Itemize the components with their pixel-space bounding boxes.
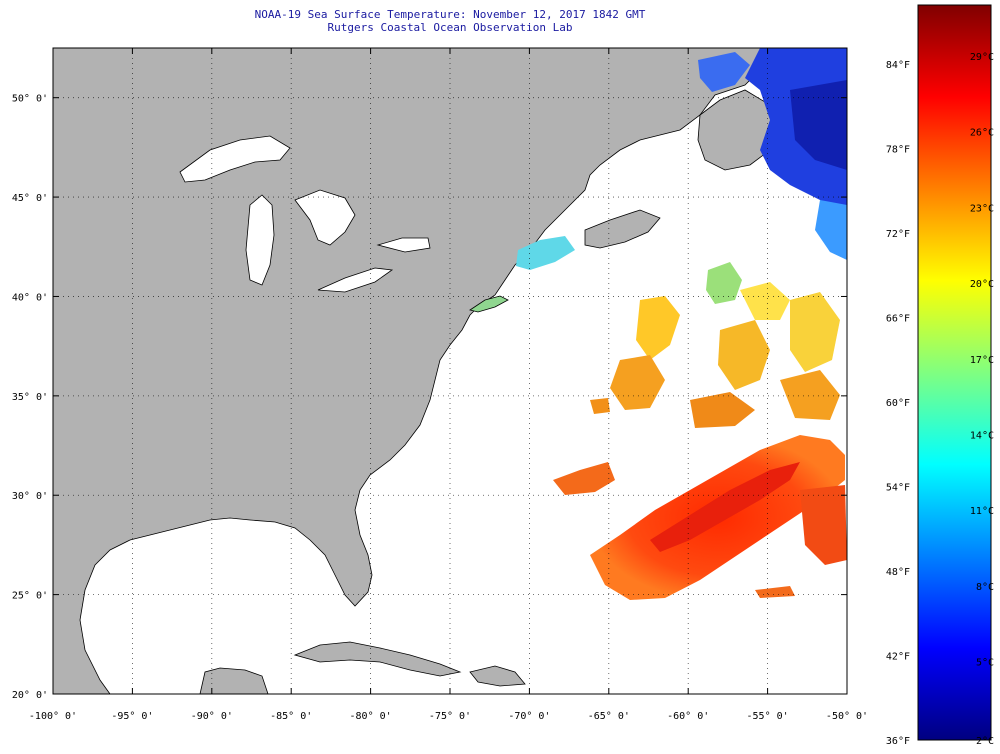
- colorbar-c-label: 5°C: [976, 658, 994, 669]
- sst-small-orange: [590, 398, 610, 414]
- lon-tick-label: -80° 0': [350, 711, 392, 722]
- sst-mid-patches-5: [780, 370, 840, 420]
- colorbar-c-label: 26°C: [970, 128, 994, 139]
- colorbar-f-label: 78°F: [886, 145, 910, 156]
- lake-erie: [317, 267, 394, 293]
- colorbar-c-label: 29°C: [970, 52, 994, 63]
- lon-tick-label: -50° 0': [826, 711, 868, 722]
- colorbar-c-label: 20°C: [970, 279, 994, 290]
- lat-tick-label: 50° 0': [12, 94, 48, 105]
- north-america-landmass: [52, 47, 769, 695]
- colorbar-fahrenheit-labels: 84°F 78°F 72°F 66°F 60°F 54°F 48°F 42°F 36°F: [886, 60, 910, 747]
- lon-tick-label: -60° 0': [667, 711, 709, 722]
- title-line-2: Rutgers Coastal Ocean Observation Lab: [327, 21, 573, 34]
- lake-superior: [179, 135, 291, 183]
- lake-ontario: [376, 237, 431, 253]
- colorbar-celsius-labels: 29°C 26°C 23°C 20°C 17°C 14°C 11°C 8°C 5°C 2°C: [970, 52, 994, 747]
- colorbar-f-label: 36°F: [886, 736, 910, 747]
- colorbar: 84°F 78°F 72°F 66°F 60°F 54°F 48°F 42°F 36°F 29°…: [886, 4, 994, 747]
- cuba: [293, 641, 462, 677]
- sst-west-orange: [553, 462, 615, 495]
- colorbar-c-label: 8°C: [976, 582, 994, 593]
- lon-tick-label: -70° 0': [508, 711, 550, 722]
- long-island: [469, 295, 509, 313]
- colorbar-f-label: 48°F: [886, 567, 910, 578]
- lat-tick-label: 30° 0': [12, 491, 48, 502]
- latitude-labels: 20° 0' 25° 0' 30° 0' 35° 0' 40° 0' 45° 0' 50° …: [12, 94, 48, 701]
- sst-east-small: [755, 586, 795, 598]
- colorbar-c-label: 17°C: [970, 355, 994, 366]
- longitude-labels: -100° 0' -95° 0' -90° 0' -85° 0' -80° 0' -75°…: [29, 711, 868, 722]
- map-title: NOAA-19 Sea Surface Temperature: Novembe…: [0, 8, 900, 34]
- nova-scotia: [584, 209, 661, 249]
- colorbar-c-label: 23°C: [970, 203, 994, 214]
- sst-gulf-stl: [698, 52, 750, 92]
- colorbar-f-label: 42°F: [886, 652, 910, 663]
- lon-tick-label: -100° 0': [29, 711, 77, 722]
- sst-mid-patches-yellow: [636, 296, 680, 360]
- axis-ticks: [52, 48, 848, 695]
- sst-north-patches-yellow: [740, 282, 790, 320]
- sst-data: [516, 48, 847, 600]
- lake-michigan: [245, 194, 275, 286]
- colorbar-c-label: 14°C: [970, 431, 994, 442]
- colorbar-f-label: 72°F: [886, 229, 910, 240]
- sst-labrador-deep: [790, 80, 847, 170]
- lat-tick-label: 25° 0': [12, 591, 48, 602]
- lon-tick-label: -75° 0': [429, 711, 471, 722]
- colorbar-f-label: 54°F: [886, 483, 910, 494]
- sst-mid-patches-orange: [610, 355, 665, 410]
- hispaniola: [469, 665, 526, 687]
- sst-mid-patches-4: [690, 392, 755, 428]
- sst-mid-patches-3: [718, 320, 770, 390]
- land-masses: [52, 47, 781, 695]
- colorbar-f-label: 66°F: [886, 314, 910, 325]
- colorbar-f-label: 84°F: [886, 60, 910, 71]
- colorbar-f-label: 60°F: [886, 398, 910, 409]
- lake-huron: [294, 189, 356, 246]
- lon-tick-label: -55° 0': [747, 711, 789, 722]
- sst-mid-patches-2: [790, 292, 840, 372]
- lon-tick-label: -90° 0': [191, 711, 233, 722]
- lon-tick-label: -65° 0': [588, 711, 630, 722]
- sst-labrador-edge: [815, 200, 847, 260]
- lon-tick-label: -85° 0': [270, 711, 312, 722]
- great-lakes: [179, 135, 431, 293]
- lat-tick-label: 45° 0': [12, 193, 48, 204]
- colorbar-c-label: 11°C: [970, 506, 994, 517]
- lon-tick-label: -95° 0': [111, 711, 153, 722]
- title-line-1: NOAA-19 Sea Surface Temperature: Novembe…: [254, 8, 646, 21]
- colorbar-c-label: 2°C: [976, 736, 994, 747]
- sst-east-red: [800, 485, 847, 565]
- colorbar-scale: [917, 4, 992, 741]
- lat-tick-label: 35° 0': [12, 392, 48, 403]
- sst-gulf-maine: [516, 236, 575, 270]
- lat-tick-label: 20° 0': [12, 690, 48, 701]
- lat-tick-label: 40° 0': [12, 292, 48, 303]
- sst-north-patches-green: [706, 262, 742, 304]
- sst-gulfstream-dark: [650, 462, 800, 552]
